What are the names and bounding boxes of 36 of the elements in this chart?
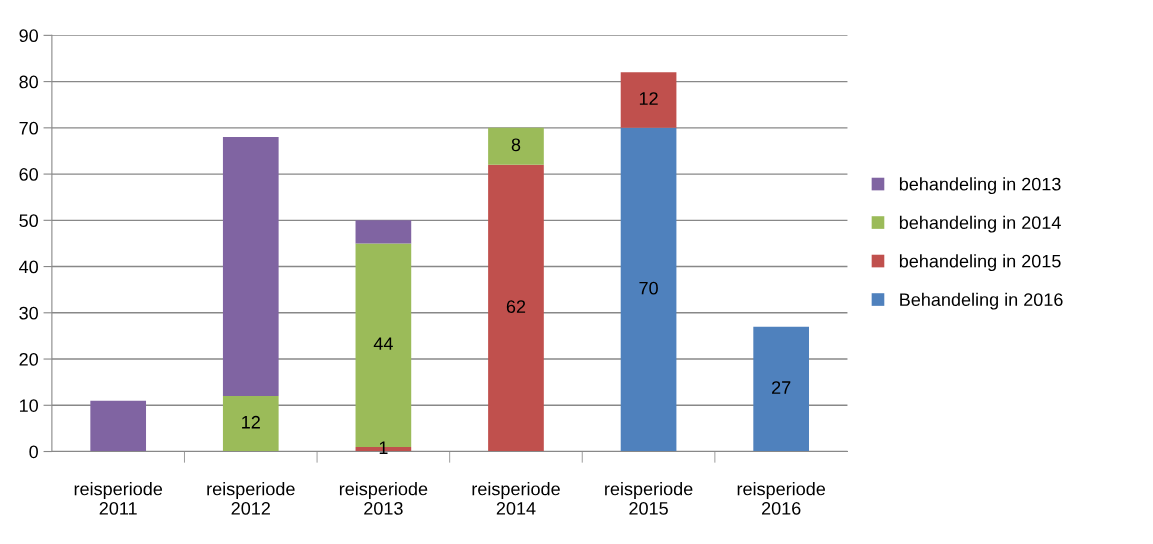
data-label: 12: [242, 415, 260, 429]
y-tick-label: 0: [29, 445, 38, 459]
bar: [488, 127, 544, 165]
bar: [90, 400, 147, 452]
data-label: 27: [772, 381, 791, 394]
legend-label: behandeling in 2014: [899, 215, 1061, 233]
y-tick-label: 30: [19, 306, 38, 320]
y-tick-label: 70: [19, 121, 38, 135]
bar: [620, 127, 677, 452]
legend-label: behandeling in 2015: [899, 254, 1061, 272]
x-tick-label: reisperiode 2011: [74, 482, 163, 515]
data-label: 62: [506, 300, 526, 314]
data-label: 44: [373, 337, 393, 350]
legend-label: behandeling in 2013: [899, 177, 1061, 195]
x-tick-label: reisperiode 2013: [339, 482, 428, 515]
x-tick-label: reisperiode 2015: [605, 482, 693, 515]
y-tick-label: 60: [19, 168, 38, 181]
data-label: 8: [511, 138, 521, 152]
x-tick-label: reisperiode 2016: [737, 482, 826, 515]
y-tick-label: 80: [19, 75, 38, 89]
bar: [355, 220, 412, 244]
y-tick-label: 50: [19, 214, 38, 228]
legend-label: Behandeling in 2016: [900, 292, 1063, 310]
bar: [620, 72, 677, 128]
data-label: 70: [639, 281, 658, 295]
y-tick-label: 90: [19, 29, 38, 43]
y-tick-label: 20: [19, 352, 38, 366]
y-tick-label: 40: [19, 260, 38, 274]
data-label: 12: [639, 92, 658, 105]
y-tick-label: 10: [19, 399, 38, 412]
x-tick-label: reisperiode 2012: [207, 482, 295, 515]
bar: [488, 164, 544, 452]
x-tick-label: reisperiode 2014: [472, 482, 560, 515]
bar: [222, 137, 279, 397]
bar: [222, 396, 279, 452]
bar: [753, 326, 809, 452]
